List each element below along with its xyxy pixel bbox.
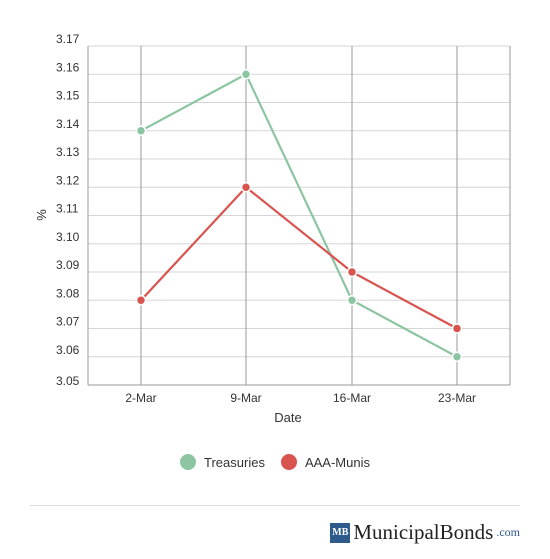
data-point-treasuries xyxy=(135,125,147,136)
y-tick-label: 3.09 xyxy=(56,258,80,272)
y-tick-label: 3.12 xyxy=(56,173,80,187)
y-tick-label: 3.07 xyxy=(56,315,80,329)
y-tick-label: 3.16 xyxy=(56,60,80,74)
data-point-aaa-munis xyxy=(135,295,147,306)
y-tick-label: 3.15 xyxy=(56,89,80,103)
brand-badge-icon: MB xyxy=(330,522,351,543)
x-tick-label: 9-Mar xyxy=(230,391,261,405)
y-axis-ticks: 3.05 3.06 3.07 3.08 3.09 3.10 3.11 3.12 3.13 3.14… xyxy=(56,32,80,388)
legend-item-aaa-munis[interactable]: AAA-Munis xyxy=(280,454,370,470)
y-tick-label: 3.06 xyxy=(56,343,80,357)
y-tick-label: 3.14 xyxy=(56,117,80,131)
chart-grid xyxy=(87,45,511,386)
y-tick-label: 3.08 xyxy=(56,286,80,300)
line-chart: 3.05 3.06 3.07 3.08 3.09 3.10 3.11 3.12 3.13 3.14… xyxy=(34,32,511,425)
y-tick-label: 3.13 xyxy=(56,145,80,159)
y-tick-label: 3.17 xyxy=(56,32,80,46)
data-point-treasuries xyxy=(346,295,358,306)
footer-divider xyxy=(30,505,520,506)
legend-label: AAA-Munis xyxy=(304,454,370,470)
y-tick-label: 3.10 xyxy=(56,230,80,244)
x-axis-ticks: 2-Mar 9-Mar 16-Mar 23-Mar xyxy=(125,391,476,405)
brand-logo[interactable]: MB MunicipalBonds .com xyxy=(330,520,520,545)
brand-name: MunicipalBonds xyxy=(353,520,494,544)
series-points xyxy=(135,69,463,362)
legend-marker-icon xyxy=(280,454,297,470)
x-tick-label: 23-Mar xyxy=(438,391,476,405)
data-point-treasuries xyxy=(240,69,252,80)
legend-marker-icon xyxy=(180,454,197,470)
y-axis-title: % xyxy=(34,209,49,221)
x-axis-title: Date xyxy=(274,410,301,425)
y-tick-label: 3.11 xyxy=(56,202,79,216)
brand-tld: .com xyxy=(496,525,520,539)
data-point-aaa-munis xyxy=(240,182,252,193)
data-point-aaa-munis xyxy=(346,266,358,278)
legend-label: Treasuries xyxy=(204,454,265,470)
series-line-treasuries xyxy=(140,73,458,358)
y-tick-label: 3.05 xyxy=(56,374,80,388)
series-lines xyxy=(140,73,458,358)
series-line-aaa-munis xyxy=(140,186,458,330)
legend-item-treasuries[interactable]: Treasuries xyxy=(180,454,265,470)
data-point-aaa-munis xyxy=(451,323,463,334)
x-tick-label: 16-Mar xyxy=(333,391,371,405)
x-tick-label: 2-Mar xyxy=(125,391,156,405)
data-point-treasuries xyxy=(451,351,463,362)
legend: Treasuries AAA-Munis xyxy=(0,454,550,470)
